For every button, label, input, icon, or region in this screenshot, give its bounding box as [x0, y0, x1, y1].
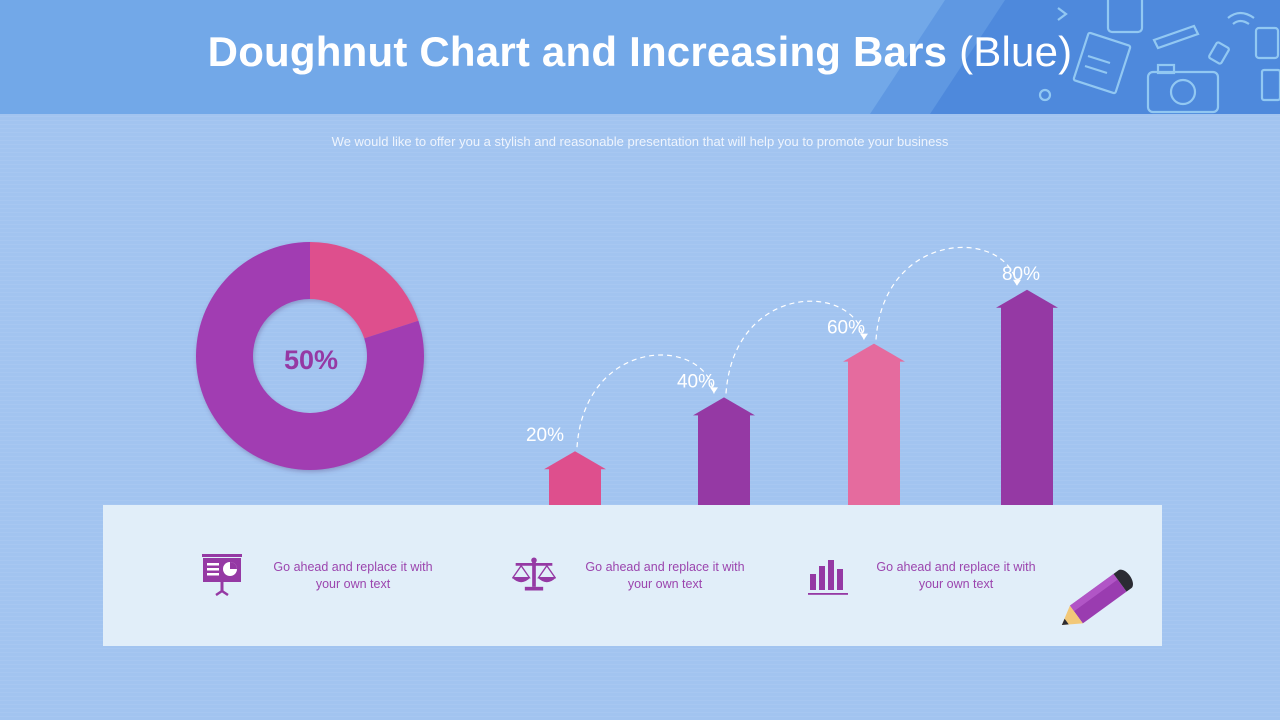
presentation-board-icon: [202, 554, 242, 596]
arrow-connectors: [576, 246, 1021, 448]
pencil-icon: [1061, 569, 1133, 626]
connector-arrowhead-3: [1013, 279, 1021, 286]
arrow-bar-2: [693, 397, 755, 505]
connector-arrowhead-2: [860, 333, 868, 340]
feature-text-3-line1: Go ahead and replace it with: [876, 560, 1036, 574]
feature-text-3: Go ahead and replace it with your own te…: [861, 559, 1051, 593]
phone-icon: [1106, 0, 1144, 34]
doughnut-center-label: 50%: [284, 345, 338, 375]
wifi-icon: [1227, 11, 1255, 25]
pen-icon: [1152, 24, 1200, 50]
feature-text-2-line2: your own text: [627, 577, 703, 591]
balance-scale-icon: [512, 557, 556, 591]
bar-chart-icon: [808, 560, 848, 595]
subtitle: We would like to offer you a stylish and…: [331, 134, 949, 149]
feature-text-1: Go ahead and replace it with your own te…: [258, 559, 448, 593]
feature-text-1-line1: Go ahead and replace it with: [273, 560, 433, 574]
arrow-bar-1: [544, 451, 606, 505]
bar-labels: 20% 40% 60% 80%: [526, 264, 1040, 446]
document-icon: [1072, 31, 1132, 95]
arrow-bars-chart: [544, 289, 1058, 505]
header-band: Doughnut Chart and Increasing Bars (Blue…: [0, 0, 1280, 114]
connector-3: [875, 246, 1018, 340]
box-icon: [1260, 68, 1280, 102]
doughnut-slice-1: [310, 242, 419, 339]
doughnut-chart: [196, 242, 424, 470]
connector-2: [725, 300, 865, 394]
bar-label-1: 20%: [526, 425, 564, 446]
title-bold: Doughnut Chart and Increasing Bars: [207, 28, 948, 75]
camera-icon: [1146, 70, 1220, 114]
connector-1: [576, 354, 715, 448]
usb-icon: [1208, 41, 1230, 65]
header-decoration: [870, 0, 1280, 114]
bar-label-2: 40%: [677, 371, 715, 392]
feature-text-2-line1: Go ahead and replace it with: [585, 560, 745, 574]
bar-label-4: 80%: [1002, 264, 1040, 285]
page-title: Doughnut Chart and Increasing Bars (Blue…: [0, 28, 1280, 76]
feature-text-1-line2: your own text: [315, 577, 391, 591]
feature-text-3-line2: your own text: [918, 577, 994, 591]
connector-arrowhead-1: [710, 387, 718, 394]
bar-label-3: 60%: [827, 318, 865, 339]
arrow-bar-4: [996, 289, 1058, 505]
tablet-icon: [1254, 26, 1280, 60]
chevron-icon: [1057, 7, 1068, 21]
feature-text-2: Go ahead and replace it with your own te…: [570, 559, 760, 593]
title-light: (Blue): [959, 28, 1073, 75]
dot-icon: [1038, 88, 1052, 102]
arrow-bar-3: [843, 343, 905, 505]
feature-panel: [103, 505, 1162, 646]
doughnut-slice-2: [196, 242, 424, 470]
